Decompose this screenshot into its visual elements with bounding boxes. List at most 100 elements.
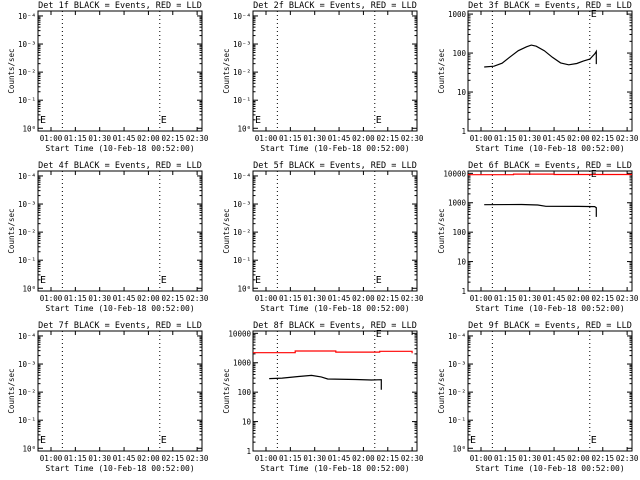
y-tick-label: 10⁻³ bbox=[233, 200, 251, 209]
x-tick-label: 01:15 bbox=[494, 134, 517, 143]
x-tick-label: 01:00 bbox=[40, 134, 63, 143]
y-axis-label: Counts/sec bbox=[222, 208, 231, 253]
e-marker: E bbox=[40, 275, 46, 286]
y-tick-label: 100 bbox=[452, 228, 466, 237]
x-tick-label: 01:45 bbox=[543, 134, 566, 143]
y-tick-label: 10⁻⁴ bbox=[18, 332, 36, 341]
x-tick-label: 01:15 bbox=[494, 454, 517, 463]
x-tick-label: 02:15 bbox=[376, 134, 399, 143]
events-line bbox=[484, 44, 597, 68]
axes-frame bbox=[252, 170, 418, 292]
y-tick-label: 1 bbox=[461, 127, 466, 136]
y-tick-label: 10000 bbox=[228, 329, 251, 338]
y-axis-label: Counts/sec bbox=[222, 48, 231, 93]
x-tick-label: 01:45 bbox=[328, 134, 351, 143]
panel-title: Det 6f BLACK = Events, RED = LLD bbox=[468, 161, 632, 171]
x-tick-label: 02:15 bbox=[591, 134, 614, 143]
y-tick-label: 10⁰ bbox=[452, 444, 466, 453]
y-tick-label: 10⁻¹ bbox=[18, 416, 36, 425]
x-tick-label: 02:00 bbox=[352, 134, 375, 143]
x-tick-label: 02:30 bbox=[616, 134, 639, 143]
x-tick-label: 01:30 bbox=[518, 134, 541, 143]
y-tick-label: 10 bbox=[457, 88, 467, 97]
x-tick-label: 02:15 bbox=[591, 294, 614, 303]
e-marker: E bbox=[40, 115, 46, 126]
y-tick-label: 10⁰ bbox=[237, 124, 251, 133]
x-axis-label: Start Time (10-Feb-18 00:52:00) bbox=[475, 464, 624, 473]
y-tick-label: 10⁻¹ bbox=[233, 96, 251, 105]
x-tick-label: 01:00 bbox=[470, 454, 493, 463]
panel-title: Det 9f BLACK = Events, RED = LLD bbox=[468, 321, 632, 331]
y-tick-label: 1 bbox=[461, 287, 466, 296]
axes-frame bbox=[37, 10, 203, 132]
axes-frame bbox=[467, 170, 633, 292]
y-tick-label: 10⁰ bbox=[22, 124, 36, 133]
x-tick-label: 01:45 bbox=[113, 134, 136, 143]
x-tick-label: 02:30 bbox=[186, 294, 209, 303]
x-tick-label: 01:45 bbox=[328, 454, 351, 463]
x-tick-label: 02:15 bbox=[591, 454, 614, 463]
x-tick-label: 01:15 bbox=[494, 294, 517, 303]
y-tick-label: 10⁰ bbox=[22, 284, 36, 293]
x-tick-label: 01:45 bbox=[113, 294, 136, 303]
x-axis-label: Start Time (10-Feb-18 00:52:00) bbox=[260, 464, 409, 473]
x-axis-label: Start Time (10-Feb-18 00:52:00) bbox=[45, 304, 194, 313]
x-tick-label: 02:15 bbox=[376, 294, 399, 303]
y-tick-label: 10⁻² bbox=[233, 68, 251, 77]
x-tick-label: 01:30 bbox=[88, 134, 111, 143]
e-marker: E bbox=[376, 329, 382, 340]
y-axis-label: Counts/sec bbox=[222, 368, 231, 413]
axes-frame bbox=[252, 10, 418, 132]
y-tick-label: 10⁻² bbox=[233, 228, 251, 237]
y-tick-label: 10⁻⁴ bbox=[233, 172, 251, 181]
x-axis-label: Start Time (10-Feb-18 00:52:00) bbox=[475, 144, 624, 153]
events-line bbox=[269, 374, 382, 390]
panel-title: Det 3f BLACK = Events, RED = LLD bbox=[468, 1, 632, 11]
x-tick-label: 01:00 bbox=[470, 294, 493, 303]
x-tick-label: 02:30 bbox=[401, 134, 424, 143]
y-tick-label: 10⁻⁴ bbox=[233, 12, 251, 21]
x-tick-label: 01:45 bbox=[328, 294, 351, 303]
e-marker: E bbox=[161, 115, 167, 126]
x-tick-label: 02:00 bbox=[567, 294, 590, 303]
x-tick-label: 01:45 bbox=[113, 454, 136, 463]
x-tick-label: 02:30 bbox=[186, 134, 209, 143]
panel-title: Det 8f BLACK = Events, RED = LLD bbox=[253, 321, 417, 331]
x-tick-label: 01:00 bbox=[255, 294, 278, 303]
e-marker: E bbox=[255, 275, 261, 286]
y-tick-label: 10⁻¹ bbox=[18, 96, 36, 105]
y-tick-label: 10⁻² bbox=[18, 228, 36, 237]
x-axis-label: Start Time (10-Feb-18 00:52:00) bbox=[45, 144, 194, 153]
e-marker: E bbox=[161, 435, 167, 446]
y-tick-label: 10⁻³ bbox=[448, 360, 466, 369]
x-tick-label: 01:00 bbox=[40, 454, 63, 463]
e-marker: E bbox=[470, 435, 476, 446]
y-tick-label: 10⁻³ bbox=[18, 40, 36, 49]
x-tick-label: 02:15 bbox=[161, 134, 184, 143]
x-tick-label: 01:30 bbox=[518, 454, 541, 463]
panel-title: Det 2f BLACK = Events, RED = LLD bbox=[253, 1, 417, 11]
y-tick-label: 10⁻⁴ bbox=[18, 12, 36, 21]
y-tick-label: 10 bbox=[242, 418, 252, 427]
x-tick-label: 01:15 bbox=[64, 134, 87, 143]
y-axis-label: Counts/sec bbox=[437, 368, 446, 413]
y-axis-label: Counts/sec bbox=[7, 368, 16, 413]
x-tick-label: 01:45 bbox=[543, 294, 566, 303]
x-tick-label: 01:00 bbox=[40, 294, 63, 303]
lld-line bbox=[253, 350, 413, 354]
x-tick-label: 02:15 bbox=[161, 454, 184, 463]
y-tick-label: 10⁻³ bbox=[233, 40, 251, 49]
x-tick-label: 02:30 bbox=[186, 454, 209, 463]
e-marker: E bbox=[376, 275, 382, 286]
x-tick-label: 01:45 bbox=[543, 454, 566, 463]
x-tick-label: 01:15 bbox=[279, 294, 302, 303]
x-tick-label: 01:30 bbox=[303, 134, 326, 143]
x-tick-label: 02:30 bbox=[401, 454, 424, 463]
x-tick-label: 02:00 bbox=[137, 294, 160, 303]
e-marker: E bbox=[161, 275, 167, 286]
